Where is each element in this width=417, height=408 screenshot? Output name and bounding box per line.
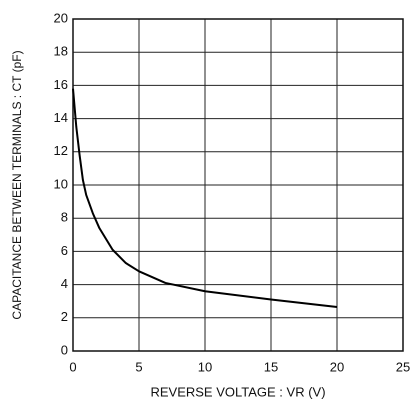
- x-tick-label: 10: [198, 359, 212, 374]
- y-tick-label: 0: [61, 342, 68, 357]
- x-tick-label: 5: [135, 359, 142, 374]
- y-axis-title: CAPACITANCE BETWEEN TERMINALS : CT (pF): [10, 50, 24, 319]
- y-tick-label: 14: [54, 110, 68, 125]
- y-tick-label: 18: [54, 44, 68, 59]
- y-tick-label: 2: [61, 309, 68, 324]
- data-line: [72, 88, 338, 309]
- y-tick-label: 16: [54, 77, 68, 92]
- y-tick-label: 20: [54, 10, 68, 25]
- x-tick-label: 0: [69, 359, 76, 374]
- y-tick-label: 12: [54, 143, 68, 158]
- y-tick-label: 8: [61, 210, 68, 225]
- x-tick-label: 25: [396, 359, 410, 374]
- plot-frame: [72, 18, 404, 352]
- y-tick-label: 4: [61, 276, 68, 291]
- x-tick-label: 15: [264, 359, 278, 374]
- x-axis-title: REVERSE VOLTAGE : VR (V): [150, 384, 325, 399]
- x-tick-label: 20: [330, 359, 344, 374]
- y-tick-label: 10: [54, 176, 68, 191]
- y-tick-label: 6: [61, 243, 68, 258]
